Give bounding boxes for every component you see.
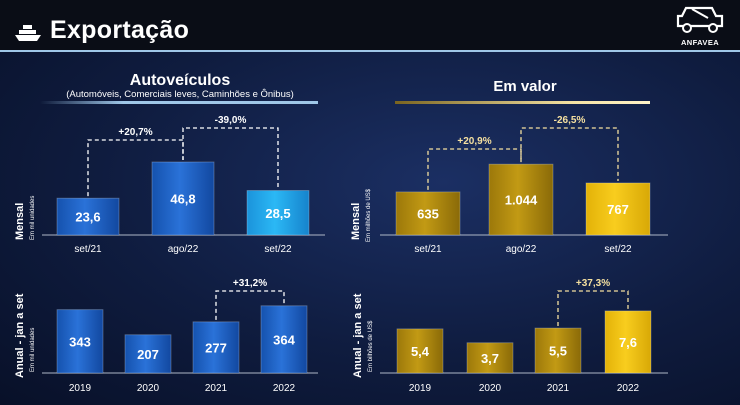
value_monthly-comparison-connector-1: [520, 127, 619, 181]
logo-text: ANFAVEA: [680, 38, 720, 47]
left-section-title: Autoveículos: [129, 72, 231, 89]
units_annual-bar-1: [124, 334, 172, 374]
value_annual-comparison-label-0: +37,3%: [576, 278, 610, 289]
value_annual-category-label-1: 2020: [479, 383, 502, 394]
units_annual-bar-3: [260, 305, 308, 374]
units_monthly-value-label-1: 46,8: [170, 191, 195, 206]
units_monthly-category-label-1: ago/22: [168, 244, 199, 255]
value_annual-value-label-2: 5,5: [549, 344, 567, 359]
units_annual-value-label-3: 364: [273, 332, 295, 347]
right-section-title: Em valor: [493, 78, 557, 95]
units_annual-category-label-3: 2022: [273, 383, 296, 394]
units_monthly-value-label-0: 23,6: [75, 210, 100, 225]
units_monthly-bar-0: [56, 197, 120, 236]
car-logo-icon: [676, 6, 724, 33]
value_annual-comparison-connector-0: [557, 290, 629, 327]
units_annual-category-label-2: 2021: [205, 383, 228, 394]
units_monthly-comparison-label-1: -39,0%: [215, 115, 247, 126]
value_annual-value-label-3: 7,6: [619, 335, 637, 350]
value_annual-value-label-0: 5,4: [411, 344, 430, 359]
value_monthly-category-label-2: set/22: [604, 244, 632, 255]
value_monthly-comparison-label-0: +20,9%: [457, 136, 491, 147]
left-section-subtitle: (Automóveis, Comerciais leves, Caminhões…: [66, 89, 294, 100]
value_monthly-value-label-0: 635: [417, 206, 439, 221]
units_annual-value-label-2: 277: [205, 340, 227, 355]
value_monthly-value-label-1: 1.044: [505, 193, 538, 208]
units_annual-bar-0: [56, 309, 104, 374]
value_annual-category-label-3: 2022: [617, 383, 640, 394]
value_monthly-category-label-0: set/21: [414, 244, 442, 255]
value_monthly-category-label-1: ago/22: [506, 244, 537, 255]
units_monthly-comparison-label-0: +20,7%: [118, 127, 152, 138]
units_annual-value-label-1: 207: [137, 347, 159, 362]
value_monthly-value-label-2: 767: [607, 202, 629, 217]
value_monthly-bar-0: [395, 191, 461, 236]
units_annual-comparison-connector-0: [215, 290, 285, 320]
anfavea-logo: ANFAVEA: [672, 4, 728, 48]
value_annual-bar-3: [604, 310, 652, 374]
page-title: Exportação: [50, 16, 190, 44]
units_annual-bar-2: [192, 321, 240, 374]
units_annual-category-label-1: 2020: [137, 383, 160, 394]
units_monthly-comparison-connector-1: [182, 127, 279, 189]
units_monthly-bar-1: [151, 161, 215, 236]
header-bar: [0, 0, 740, 50]
value_annual-category-label-0: 2019: [409, 383, 432, 394]
units_monthly-bar-2: [246, 190, 310, 236]
header-divider: [0, 50, 740, 52]
value_monthly-bar-1: [488, 163, 554, 236]
value_annual-bar-2: [534, 327, 582, 374]
units_monthly-category-label-2: set/22: [264, 244, 292, 255]
value_monthly-comparison-connector-0: [427, 148, 522, 190]
value_monthly-bar-2: [585, 182, 651, 236]
left-section-underline: [40, 101, 318, 104]
units_monthly-value-label-2: 28,5: [265, 206, 290, 221]
units_monthly-category-label-0: set/21: [74, 244, 102, 255]
value_annual-bar-0: [396, 328, 444, 374]
units_annual-category-label-0: 2019: [69, 383, 92, 394]
right-section-underline: [395, 101, 650, 104]
value_annual-value-label-1: 3,7: [481, 351, 499, 366]
ship-icon: [15, 25, 41, 41]
value_annual-bar-1: [466, 342, 514, 374]
value_monthly-comparison-label-1: -26,5%: [554, 115, 586, 126]
units_annual-value-label-0: 343: [69, 334, 91, 349]
units_annual-comparison-label-0: +31,2%: [233, 278, 267, 289]
value_annual-category-label-2: 2021: [547, 383, 570, 394]
